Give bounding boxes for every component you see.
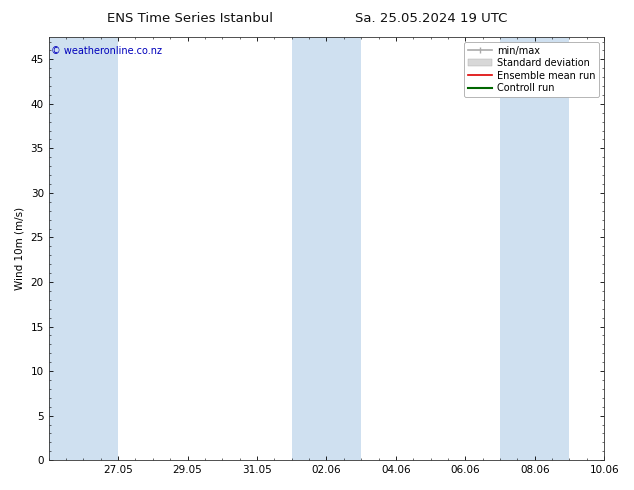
Y-axis label: Wind 10m (m/s): Wind 10m (m/s) (15, 207, 25, 290)
Bar (500, 37, 569, 460)
Bar (292, 37, 361, 460)
Text: ENS Time Series Istanbul: ENS Time Series Istanbul (107, 12, 273, 25)
Legend: min/max, Standard deviation, Ensemble mean run, Controll run: min/max, Standard deviation, Ensemble me… (464, 42, 599, 97)
Text: Sa. 25.05.2024 19 UTC: Sa. 25.05.2024 19 UTC (355, 12, 507, 25)
Text: © weatheronline.co.nz: © weatheronline.co.nz (51, 46, 162, 55)
Bar (49, 37, 118, 460)
